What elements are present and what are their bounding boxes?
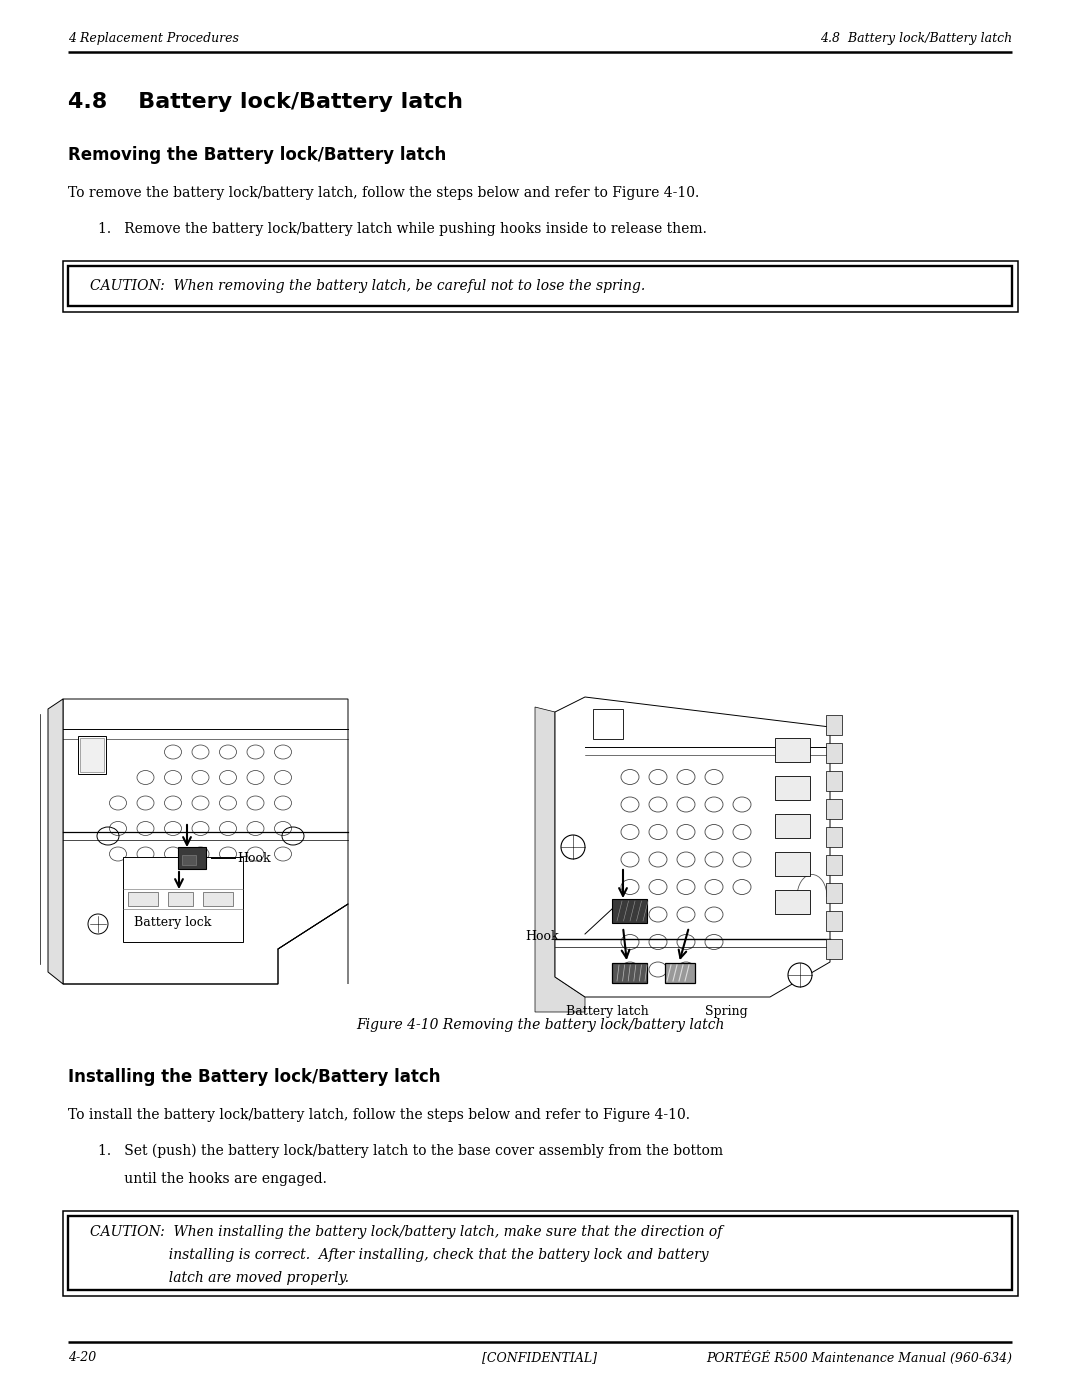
Bar bbox=[826, 799, 842, 819]
Bar bbox=[665, 963, 696, 983]
Circle shape bbox=[788, 963, 812, 988]
Bar bbox=[612, 963, 647, 983]
Bar bbox=[63, 260, 1017, 312]
Bar bbox=[826, 911, 842, 930]
Bar bbox=[123, 856, 243, 942]
Bar bbox=[826, 715, 842, 735]
Text: Installing the Battery lock/Battery latch: Installing the Battery lock/Battery latc… bbox=[68, 1067, 441, 1085]
Bar bbox=[775, 852, 810, 876]
Text: 4.8  Battery lock/Battery latch: 4.8 Battery lock/Battery latch bbox=[820, 32, 1012, 45]
Bar bbox=[178, 847, 206, 869]
Polygon shape bbox=[48, 698, 63, 983]
Text: [CONFIDENTIAL]: [CONFIDENTIAL] bbox=[483, 1351, 597, 1363]
Bar bbox=[826, 939, 842, 958]
Bar bbox=[775, 738, 810, 761]
Bar bbox=[203, 893, 233, 907]
Text: 4 Replacement Procedures: 4 Replacement Procedures bbox=[68, 32, 239, 45]
Polygon shape bbox=[535, 707, 585, 1011]
Bar bbox=[168, 893, 193, 907]
Text: Hook: Hook bbox=[525, 930, 559, 943]
Bar bbox=[612, 900, 647, 923]
Bar bbox=[68, 265, 1012, 306]
Text: until the hooks are engaged.: until the hooks are engaged. bbox=[98, 1172, 327, 1186]
Text: latch are moved properly.: latch are moved properly. bbox=[90, 1271, 349, 1285]
Bar bbox=[183, 855, 195, 865]
Polygon shape bbox=[555, 697, 831, 997]
Text: 1.   Remove the battery lock/battery latch while pushing hooks inside to release: 1. Remove the battery lock/battery latch… bbox=[98, 222, 707, 236]
Text: CAUTION:  When installing the battery lock/battery latch, make sure that the dir: CAUTION: When installing the battery loc… bbox=[90, 1225, 723, 1239]
Bar bbox=[775, 814, 810, 838]
Bar bbox=[80, 738, 104, 773]
Circle shape bbox=[561, 835, 585, 859]
Bar bbox=[129, 893, 158, 907]
Bar bbox=[593, 710, 623, 739]
Text: Battery lock: Battery lock bbox=[134, 916, 212, 929]
Text: Spring: Spring bbox=[705, 1004, 747, 1018]
Text: 4.8    Battery lock/Battery latch: 4.8 Battery lock/Battery latch bbox=[68, 92, 463, 112]
Bar bbox=[775, 775, 810, 800]
Bar bbox=[826, 771, 842, 791]
Bar bbox=[826, 743, 842, 763]
Text: 4-20: 4-20 bbox=[68, 1351, 96, 1363]
Text: installing is correct.  After installing, check that the battery lock and batter: installing is correct. After installing,… bbox=[90, 1248, 708, 1261]
Circle shape bbox=[87, 914, 108, 935]
Bar bbox=[68, 1215, 1012, 1289]
Text: Figure 4-10 Removing the battery lock/battery latch: Figure 4-10 Removing the battery lock/ba… bbox=[355, 1018, 725, 1032]
Text: 1.   Set (push) the battery lock/battery latch to the base cover assembly from t: 1. Set (push) the battery lock/battery l… bbox=[98, 1144, 724, 1158]
Text: To install the battery lock/battery latch, follow the steps below and refer to F: To install the battery lock/battery latc… bbox=[68, 1108, 690, 1122]
Text: CAUTION:  When removing the battery latch, be careful not to lose the spring.: CAUTION: When removing the battery latch… bbox=[90, 279, 645, 293]
Bar bbox=[826, 827, 842, 847]
Text: PORTÉGÉ R500 Maintenance Manual (960-634): PORTÉGÉ R500 Maintenance Manual (960-634… bbox=[706, 1351, 1012, 1365]
Bar bbox=[78, 736, 106, 774]
Text: Battery latch: Battery latch bbox=[566, 1004, 648, 1018]
Bar bbox=[63, 1210, 1017, 1295]
Text: Removing the Battery lock/Battery latch: Removing the Battery lock/Battery latch bbox=[68, 147, 446, 163]
Text: To remove the battery lock/battery latch, follow the steps below and refer to Fi: To remove the battery lock/battery latch… bbox=[68, 186, 699, 200]
Bar bbox=[826, 883, 842, 902]
Bar bbox=[775, 890, 810, 914]
Bar bbox=[826, 855, 842, 875]
Text: Hook: Hook bbox=[237, 852, 271, 865]
Polygon shape bbox=[63, 698, 348, 983]
